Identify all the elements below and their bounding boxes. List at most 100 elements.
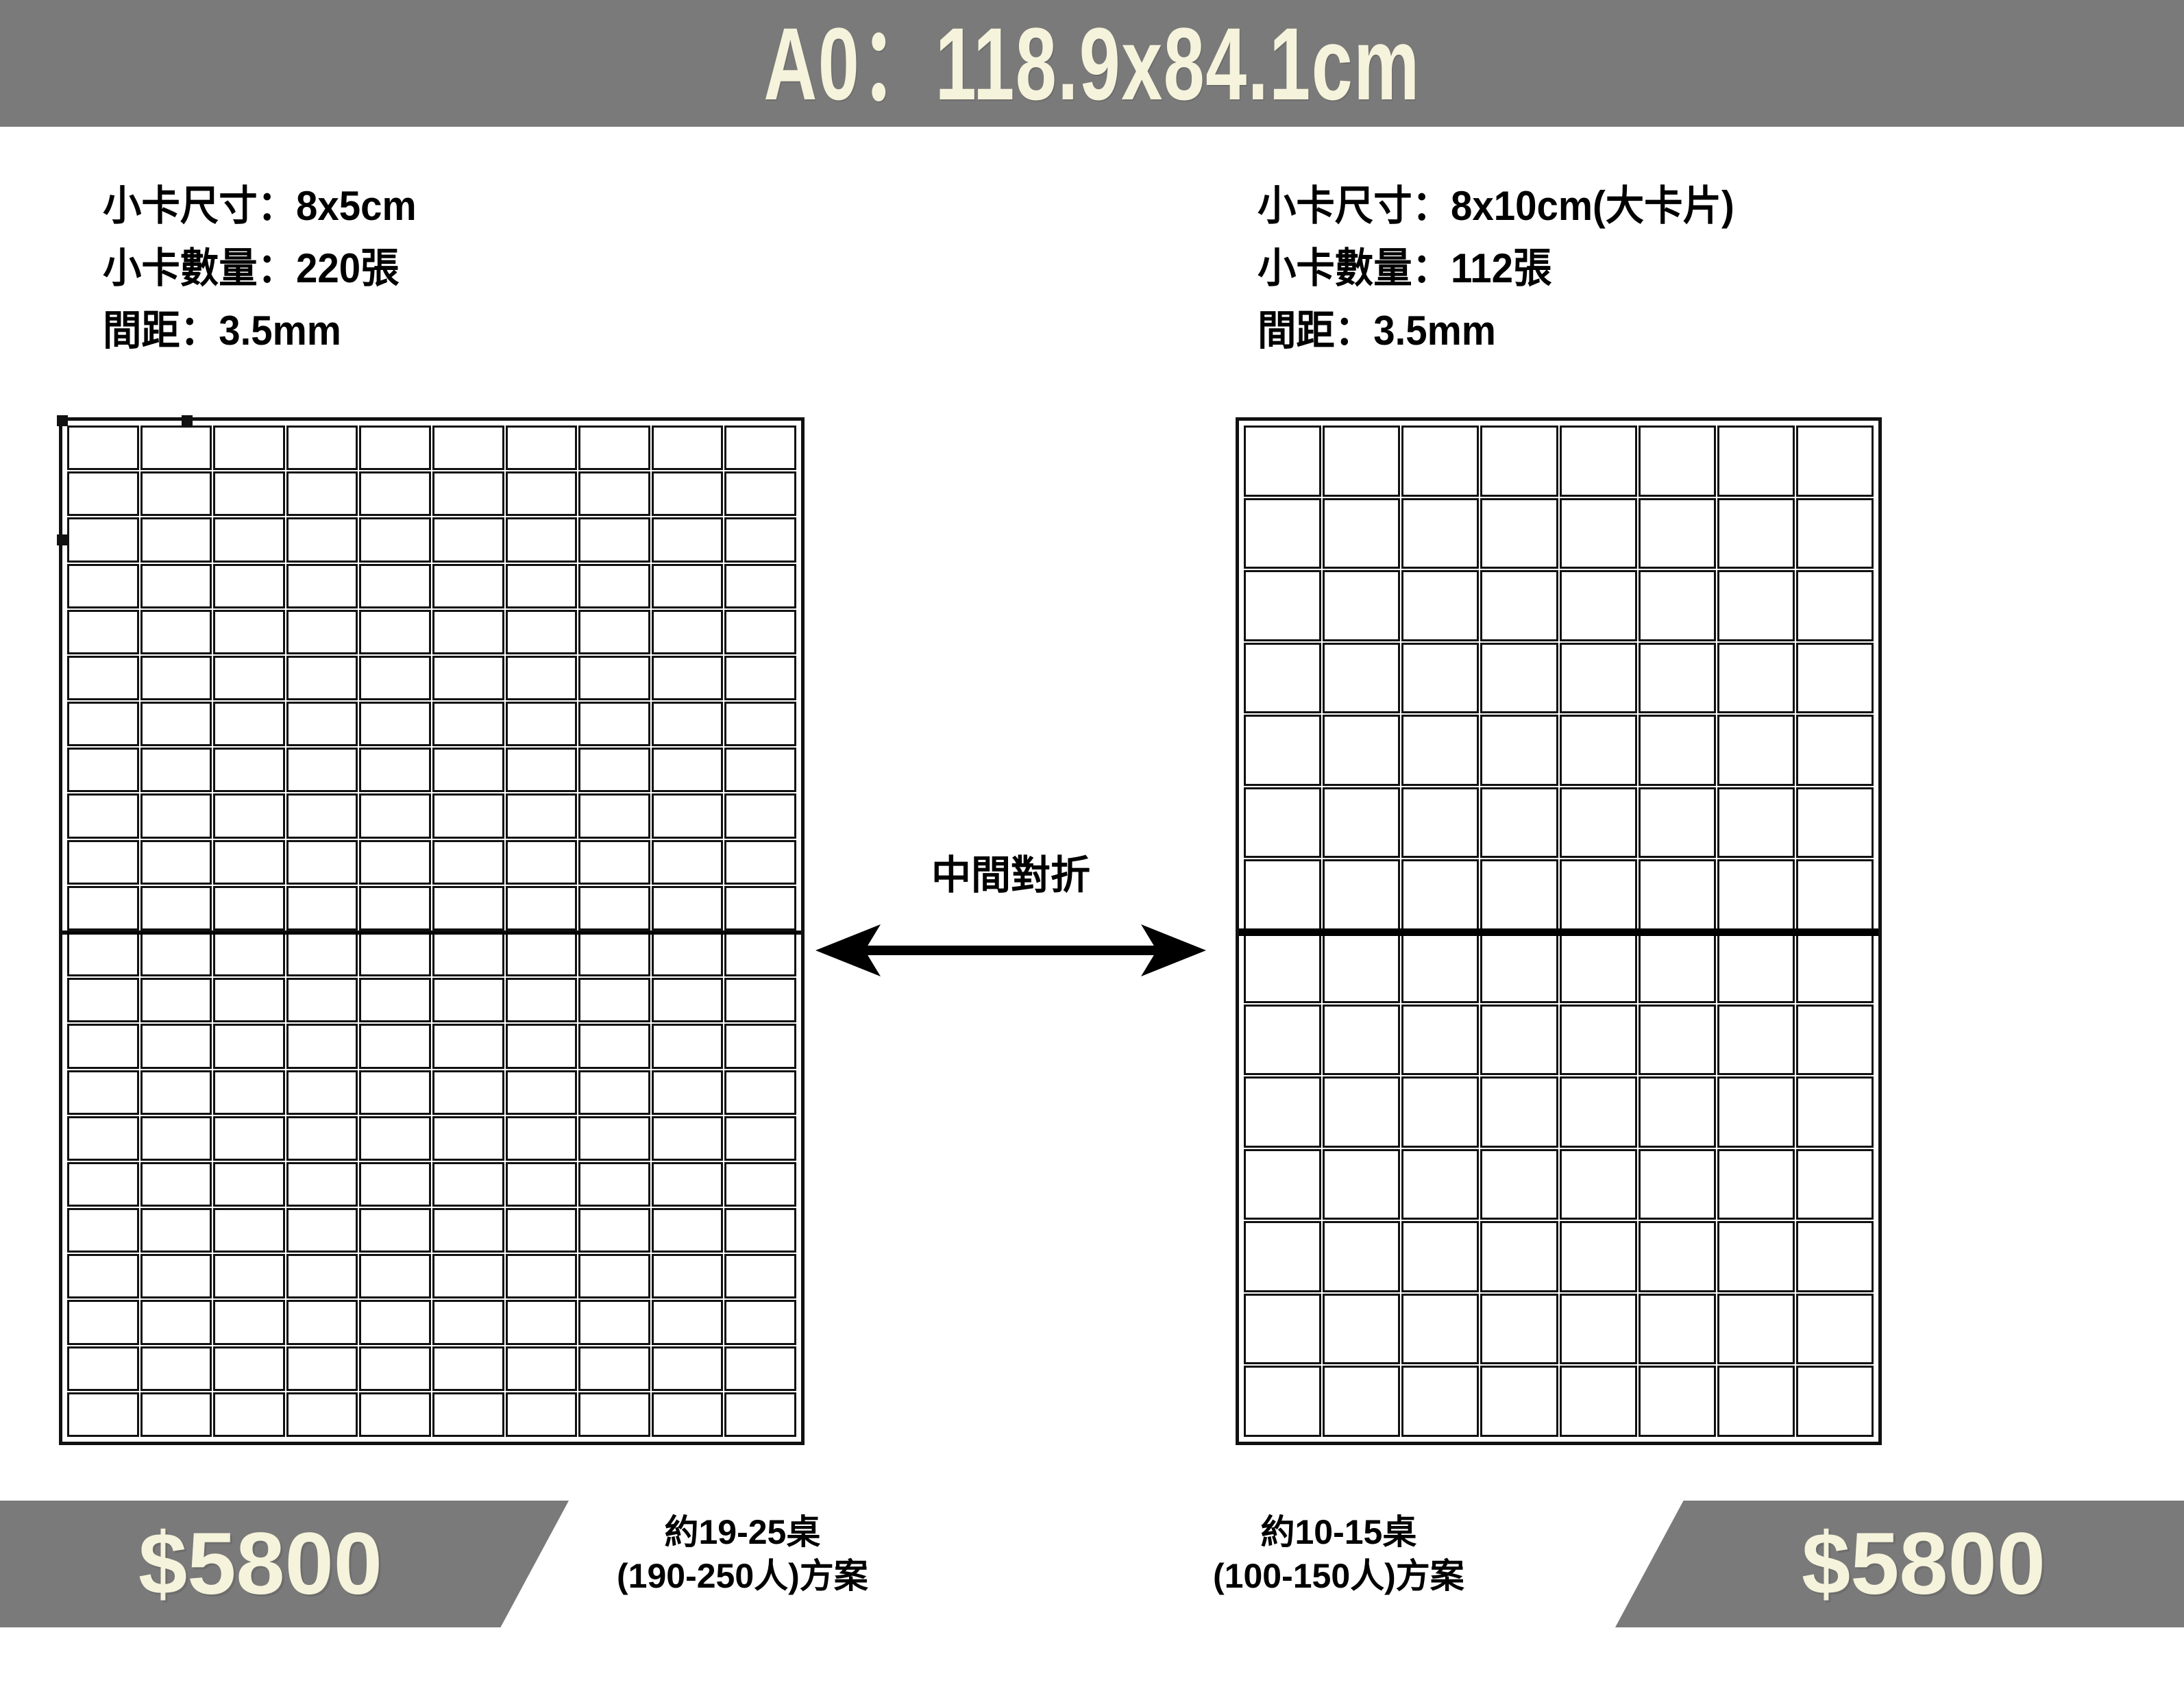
card-cell[interactable] [724, 885, 796, 931]
card-cell[interactable] [213, 885, 285, 931]
card-cell[interactable] [1559, 859, 1637, 931]
card-cell[interactable] [140, 839, 212, 885]
card-cell[interactable] [1244, 787, 1322, 859]
card-cell[interactable] [1244, 642, 1322, 714]
card-cell[interactable] [505, 1070, 578, 1115]
card-cell[interactable] [359, 885, 431, 931]
card-cell[interactable] [724, 1024, 796, 1069]
card-cell[interactable] [286, 563, 358, 608]
card-cell[interactable] [578, 1116, 650, 1161]
card-cell[interactable] [432, 471, 504, 517]
card-cell[interactable] [505, 1024, 578, 1069]
card-cell[interactable] [1638, 859, 1716, 931]
card-cell[interactable] [1795, 859, 1874, 931]
card-cell[interactable] [213, 1346, 285, 1391]
card-cell[interactable] [213, 655, 285, 701]
card-cell[interactable] [286, 1346, 358, 1391]
card-cell[interactable] [724, 1300, 796, 1345]
card-cell[interactable] [1323, 1076, 1401, 1148]
card-cell[interactable] [724, 1254, 796, 1299]
card-cell[interactable] [505, 1208, 578, 1253]
card-cell[interactable] [140, 793, 212, 839]
card-cell[interactable] [140, 1392, 212, 1437]
card-cell[interactable] [1717, 1148, 1795, 1220]
card-cell[interactable] [213, 1161, 285, 1207]
card-cell[interactable] [724, 793, 796, 839]
card-cell[interactable] [724, 978, 796, 1023]
card-cell[interactable] [505, 517, 578, 563]
card-cell[interactable] [1323, 1004, 1401, 1076]
card-cell[interactable] [359, 1254, 431, 1299]
card-cell[interactable] [140, 563, 212, 608]
card-cell[interactable] [1795, 1148, 1874, 1220]
card-cell[interactable] [432, 655, 504, 701]
card-cell[interactable] [286, 1024, 358, 1069]
card-cell[interactable] [140, 609, 212, 654]
card-cell[interactable] [67, 978, 139, 1023]
card-cell[interactable] [1323, 1366, 1401, 1437]
card-cell[interactable] [67, 1024, 139, 1069]
card-cell[interactable] [1244, 1293, 1322, 1365]
card-cell[interactable] [1638, 1366, 1716, 1437]
card-cell[interactable] [432, 1070, 504, 1115]
card-cell[interactable] [286, 1392, 358, 1437]
card-cell[interactable] [213, 426, 285, 471]
card-cell[interactable] [1480, 1148, 1558, 1220]
card-cell[interactable] [578, 931, 650, 977]
card-cell[interactable] [67, 1346, 139, 1391]
card-cell[interactable] [140, 748, 212, 793]
card-cell[interactable] [1323, 787, 1401, 859]
card-cell[interactable] [67, 426, 139, 471]
card-cell[interactable] [1795, 715, 1874, 786]
card-cell[interactable] [1480, 570, 1558, 641]
card-cell[interactable] [140, 1300, 212, 1345]
card-cell[interactable] [1717, 931, 1795, 1003]
card-cell[interactable] [67, 839, 139, 885]
card-cell[interactable] [1559, 931, 1637, 1003]
card-cell[interactable] [213, 1300, 285, 1345]
card-cell[interactable] [1244, 497, 1322, 569]
card-cell[interactable] [1244, 931, 1322, 1003]
card-cell[interactable] [67, 1161, 139, 1207]
card-cell[interactable] [213, 471, 285, 517]
card-cell[interactable] [505, 931, 578, 977]
card-cell[interactable] [432, 1300, 504, 1345]
card-cell[interactable] [1795, 570, 1874, 641]
card-cell[interactable] [505, 1346, 578, 1391]
card-cell[interactable] [1795, 642, 1874, 714]
card-cell[interactable] [140, 1116, 212, 1161]
card-cell[interactable] [359, 426, 431, 471]
card-cell[interactable] [724, 931, 796, 977]
card-cell[interactable] [578, 609, 650, 654]
card-cell[interactable] [213, 1392, 285, 1437]
card-cell[interactable] [1323, 715, 1401, 786]
card-cell[interactable] [505, 1300, 578, 1345]
card-cell[interactable] [1244, 1076, 1322, 1148]
card-cell[interactable] [724, 563, 796, 608]
card-cell[interactable] [1638, 1221, 1716, 1292]
card-cell[interactable] [1244, 715, 1322, 786]
card-cell[interactable] [140, 931, 212, 977]
card-cell[interactable] [286, 471, 358, 517]
card-cell[interactable] [1244, 859, 1322, 931]
card-cell[interactable] [213, 748, 285, 793]
card-cell[interactable] [1401, 787, 1480, 859]
card-cell[interactable] [359, 931, 431, 977]
card-cell[interactable] [286, 1070, 358, 1115]
card-cell[interactable] [1323, 497, 1401, 569]
card-cell[interactable] [1638, 1004, 1716, 1076]
right-card-sheet[interactable] [1236, 417, 1882, 1445]
card-cell[interactable] [359, 1070, 431, 1115]
card-cell[interactable] [432, 563, 504, 608]
card-cell[interactable] [578, 471, 650, 517]
card-cell[interactable] [505, 1254, 578, 1299]
card-cell[interactable] [578, 839, 650, 885]
card-cell[interactable] [67, 471, 139, 517]
card-cell[interactable] [1795, 1004, 1874, 1076]
card-cell[interactable] [578, 1070, 650, 1115]
selection-handle-icon[interactable] [57, 415, 68, 426]
card-cell[interactable] [359, 748, 431, 793]
card-cell[interactable] [1244, 1004, 1322, 1076]
card-cell[interactable] [286, 978, 358, 1023]
card-cell[interactable] [651, 1346, 724, 1391]
